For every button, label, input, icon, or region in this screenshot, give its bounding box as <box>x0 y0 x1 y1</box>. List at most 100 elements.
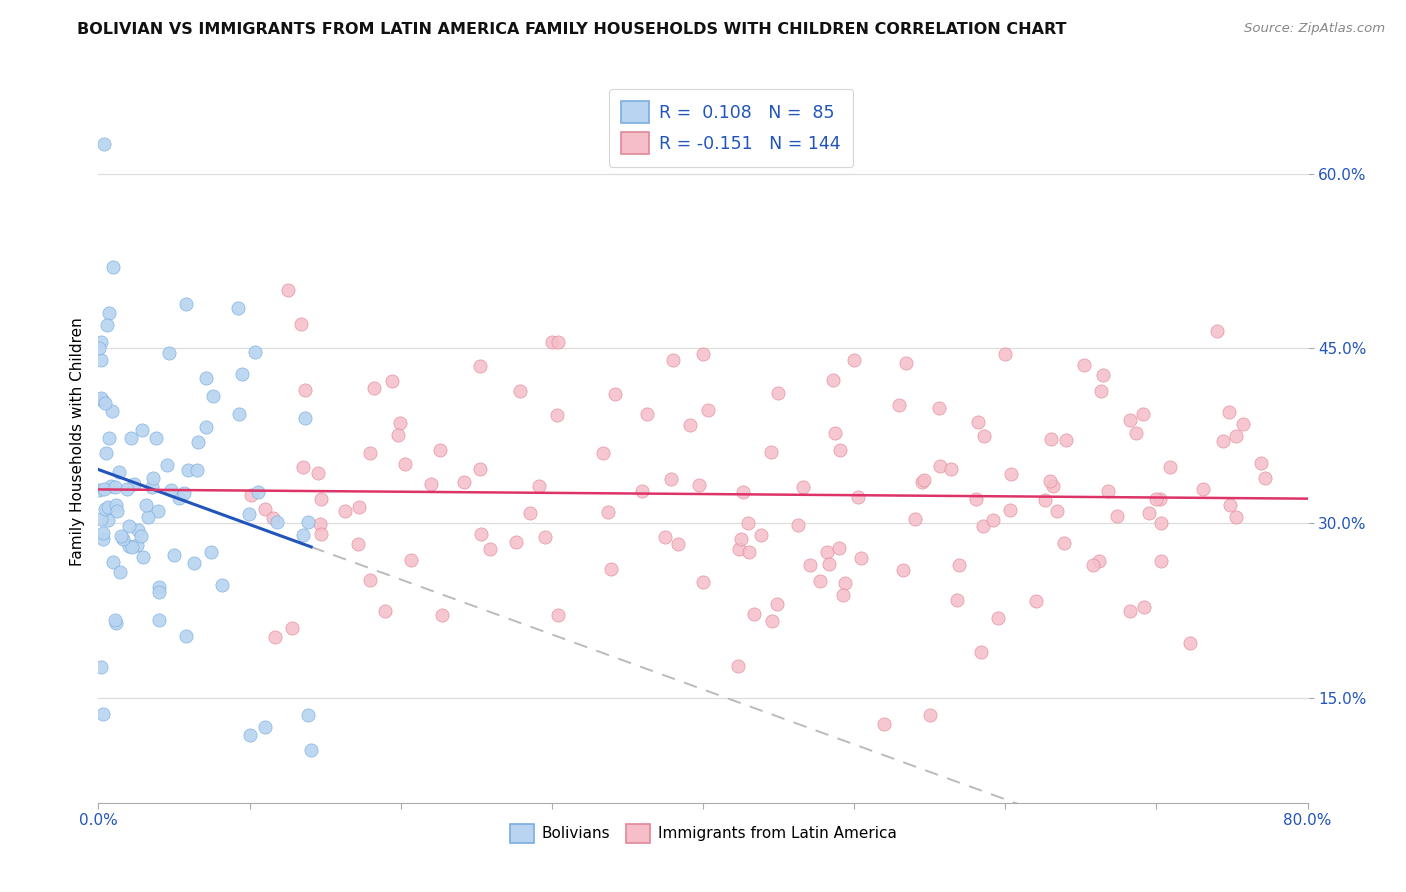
Point <box>1040 432 1063 446</box>
Point <box>742 607 765 622</box>
Point <box>987 611 1010 625</box>
Point <box>132 549 155 564</box>
Point <box>547 334 569 349</box>
Point <box>1159 460 1181 475</box>
Point <box>470 527 492 541</box>
Point <box>131 424 153 438</box>
Point <box>1178 636 1201 650</box>
Point <box>519 506 541 520</box>
Point <box>91 532 114 546</box>
Point <box>1053 535 1076 549</box>
Point <box>873 716 896 731</box>
Point <box>98 306 121 320</box>
Point <box>834 576 856 591</box>
Point <box>688 478 710 492</box>
Point <box>659 472 682 486</box>
Point <box>941 461 963 475</box>
Point <box>297 516 319 530</box>
Point <box>929 458 952 473</box>
Point <box>183 556 205 570</box>
Point <box>1132 407 1154 421</box>
Point <box>100 403 122 417</box>
Point <box>228 407 250 421</box>
Point <box>792 480 814 494</box>
Point <box>194 420 217 434</box>
Point <box>831 588 853 602</box>
Point <box>849 551 872 566</box>
Point <box>1042 478 1064 492</box>
Point <box>115 482 138 496</box>
Point <box>201 388 224 402</box>
Point <box>1149 492 1171 507</box>
Point <box>309 516 332 531</box>
Point <box>120 431 142 445</box>
Point <box>239 728 262 742</box>
Point <box>335 503 357 517</box>
Point <box>281 621 304 635</box>
Point <box>90 512 112 526</box>
Point <box>654 529 676 543</box>
Point <box>821 373 844 387</box>
Point <box>1250 456 1272 470</box>
Point <box>121 540 143 554</box>
Point <box>173 485 195 500</box>
Point <box>420 477 443 491</box>
Point <box>918 708 941 723</box>
Point <box>766 597 789 611</box>
Point <box>96 513 118 527</box>
Point <box>891 563 914 577</box>
Point <box>846 490 869 504</box>
Point <box>387 428 409 442</box>
Point <box>104 480 127 494</box>
Point <box>1088 554 1111 568</box>
Point <box>827 541 849 556</box>
Point <box>174 297 197 311</box>
Point <box>253 501 276 516</box>
Point <box>1232 417 1254 431</box>
Point <box>994 347 1017 361</box>
Point <box>546 408 568 422</box>
Point <box>311 527 333 541</box>
Point <box>238 507 260 521</box>
Point <box>787 518 810 533</box>
Point <box>737 516 759 530</box>
Point <box>262 510 284 524</box>
Point <box>630 483 652 498</box>
Point <box>359 445 381 459</box>
Point <box>727 541 749 556</box>
Point <box>815 544 838 558</box>
Point <box>596 505 619 519</box>
Point <box>97 500 120 515</box>
Point <box>247 485 270 500</box>
Point <box>599 562 621 576</box>
Point <box>127 523 149 537</box>
Point <box>970 645 993 659</box>
Point <box>291 527 314 541</box>
Point <box>679 418 702 433</box>
Point <box>1119 413 1142 427</box>
Point <box>299 743 322 757</box>
Point <box>1212 434 1234 448</box>
Point <box>981 513 1004 527</box>
Point <box>117 518 139 533</box>
Point <box>239 487 262 501</box>
Point <box>1090 384 1112 398</box>
Point <box>187 435 209 450</box>
Point <box>534 530 557 544</box>
Point <box>231 367 253 381</box>
Point <box>163 548 186 562</box>
Point <box>148 585 170 599</box>
Point <box>547 608 569 623</box>
Point <box>176 628 198 642</box>
Point <box>1092 368 1115 383</box>
Point <box>429 442 451 457</box>
Point <box>1225 428 1247 442</box>
Point <box>505 535 527 549</box>
Point <box>605 386 627 401</box>
Point <box>965 491 987 506</box>
Point <box>118 539 141 553</box>
Point <box>468 359 491 373</box>
Point <box>87 483 110 497</box>
Point <box>93 137 115 152</box>
Point <box>592 446 614 460</box>
